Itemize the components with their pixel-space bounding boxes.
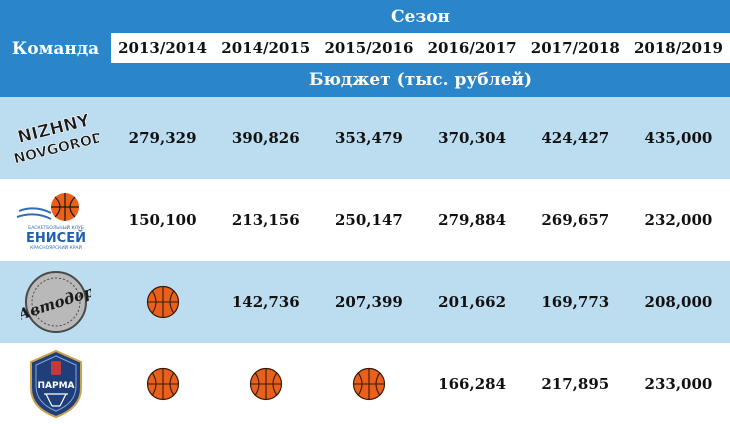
- budget-cell: [111, 343, 214, 424]
- table-row: ПАРМА 166,284 217,895 233,000: [0, 343, 730, 424]
- budget-cell: 166,284: [438, 375, 507, 393]
- avtodor-logo: Автодор: [21, 271, 91, 333]
- table-row: БАСКЕТБОЛЬНЫЙ КЛУБ ЕНИСЕЙ КРАСНОЯРСКИЙ К…: [0, 179, 730, 261]
- parma-logo: ПАРМА: [29, 349, 82, 419]
- budget-cell: 269,657: [541, 211, 610, 229]
- season-cell: 2018/2019: [633, 39, 723, 57]
- budget-header: Бюджет (тыс. рублей): [308, 70, 533, 90]
- season-cell: 2013/2014: [118, 39, 208, 57]
- season-cell: 2016/2017: [427, 39, 517, 57]
- budget-cell: 217,895: [541, 375, 610, 393]
- enisey-logo: БАСКЕТБОЛЬНЫЙ КЛУБ ЕНИСЕЙ КРАСНОЯРСКИЙ К…: [16, 193, 86, 251]
- logo-text: БАСКЕТБОЛЬНЫЙ КЛУБ: [28, 224, 84, 231]
- budget-cell: 279,884: [438, 211, 507, 229]
- budget-cell: 233,000: [644, 375, 713, 393]
- budget-cell: 232,000: [644, 211, 713, 229]
- budget-cell: 207,399: [335, 293, 403, 311]
- basketball-icon: [249, 367, 282, 401]
- logo-text: ПАРМА: [37, 381, 74, 391]
- budget-cell: 250,147: [335, 211, 403, 229]
- basketball-icon: [146, 367, 179, 401]
- budget-cell: 390,826: [231, 129, 300, 147]
- team-logo-cell: NIZHNY NOVGOROD: [0, 97, 111, 179]
- budget-cell: 370,304: [438, 129, 507, 147]
- season-cell: 2014/2015: [221, 39, 311, 57]
- team-logo-cell: ПАРМА: [0, 343, 111, 424]
- basketball-icon: [146, 285, 179, 319]
- budget-cell: 169,773: [541, 293, 610, 311]
- logo-text: КРАСНОЯРСКИЙ КРАЙ: [30, 244, 82, 251]
- season-cell: 2015/2016: [324, 39, 414, 57]
- budget-cell: 279,329: [128, 129, 197, 147]
- budget-cell: 424,427: [541, 129, 610, 147]
- team-logo-cell: БАСКЕТБОЛЬНЫЙ КЛУБ ЕНИСЕЙ КРАСНОЯРСКИЙ К…: [0, 179, 111, 261]
- team-column-header: Команда: [11, 38, 100, 59]
- budget-cell: 213,156: [231, 211, 300, 229]
- logo-text: ЕНИСЕЙ: [26, 230, 86, 246]
- season-row: 2013/2014 2014/2015 2015/2016 2016/2017 …: [111, 33, 730, 63]
- budget-cell: [214, 343, 317, 424]
- budget-cell: [111, 261, 214, 343]
- budget-cell: 150,100: [128, 211, 197, 229]
- budget-cell: 142,736: [231, 293, 300, 311]
- season-cell: 2017/2018: [530, 39, 620, 57]
- season-header: Сезон: [391, 6, 450, 27]
- table-row: Автодор 142,736 207,399 201,662 169,773 …: [0, 261, 730, 343]
- budget-cell: [317, 343, 420, 424]
- table-row: NIZHNY NOVGOROD 279,329 390,826 353,479 …: [0, 97, 730, 179]
- budget-cell: 435,000: [644, 129, 713, 147]
- nizhny-novgorod-logo: NIZHNY NOVGOROD: [13, 110, 99, 168]
- table-header: Команда Сезон 2013/2014 2014/2015 2015/2…: [0, 0, 730, 97]
- budget-cell: 353,479: [335, 129, 403, 147]
- budget-cell: 208,000: [644, 293, 713, 311]
- basketball-icon: [352, 367, 386, 401]
- team-logo-cell: Автодор: [0, 261, 111, 343]
- budget-cell: 201,662: [438, 293, 507, 311]
